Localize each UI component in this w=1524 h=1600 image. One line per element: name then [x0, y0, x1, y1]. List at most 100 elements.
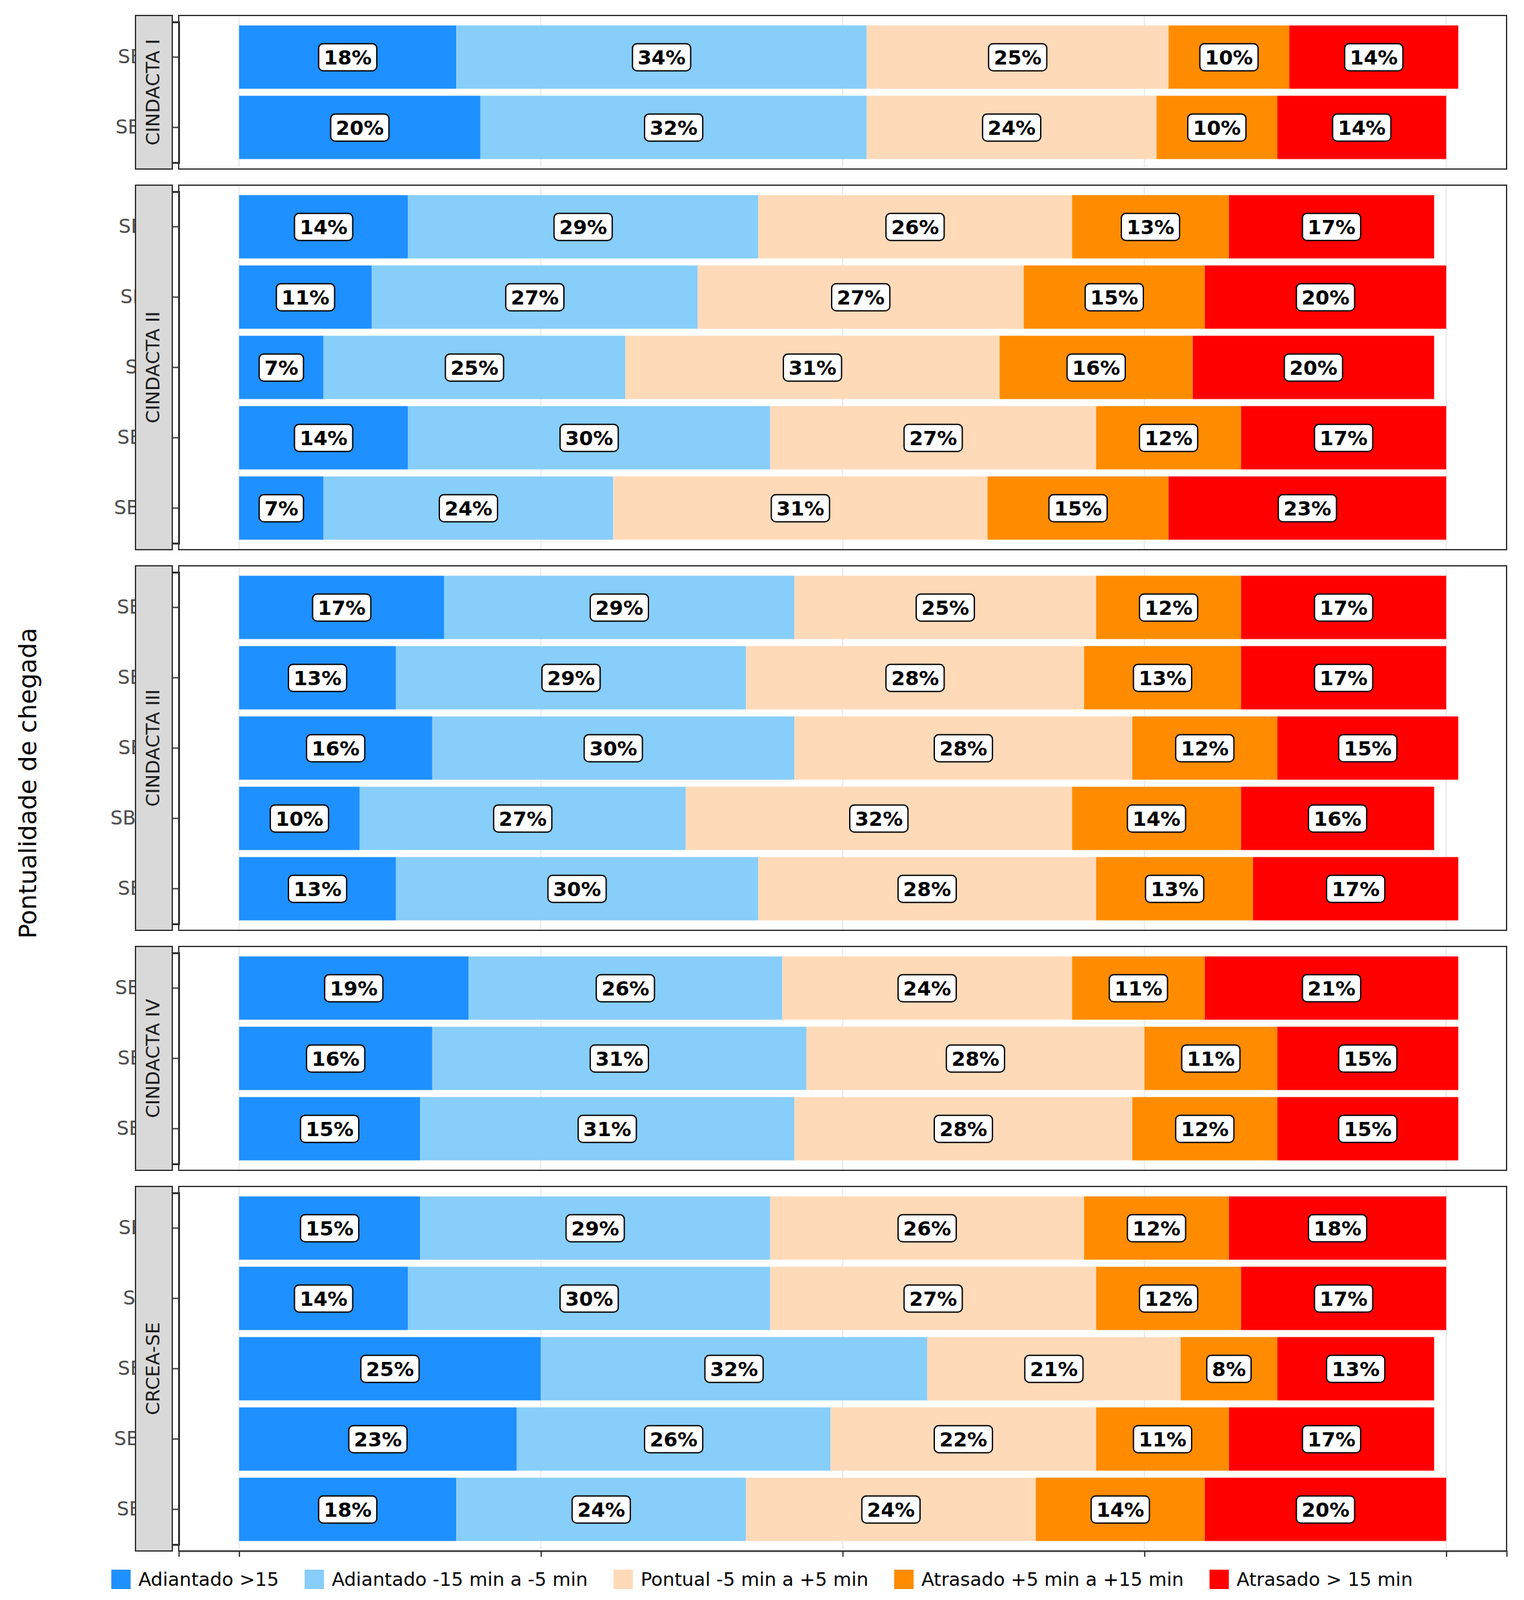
facet-label: CRCEA-SE [141, 1322, 164, 1416]
data-label-box [1296, 1496, 1355, 1524]
data-label-box [294, 1285, 353, 1313]
bar [999, 335, 1193, 399]
data-label-group: 12% [1175, 734, 1234, 762]
data-label-group: 16% [1308, 805, 1367, 833]
bar [239, 1196, 421, 1260]
chart: 18%34%25%10%14%20%32%24%10%14%SBCFSBBRCI… [0, 0, 1524, 1600]
x-tick-mark [1143, 1551, 1146, 1557]
data-label-box [898, 875, 957, 903]
bar [239, 1096, 421, 1161]
data-label: 17% [1319, 666, 1368, 690]
data-label-box [349, 1425, 408, 1454]
data-labels: 14%29%26%13%17%11%27%27%15%20%7%25%31%16… [259, 213, 1374, 522]
facet-strip [135, 946, 173, 1171]
data-label: 18% [1313, 1216, 1362, 1241]
data-label-box [1182, 1045, 1241, 1073]
data-label-group: 8% [1206, 1355, 1252, 1383]
data-label-box [590, 1045, 649, 1073]
bar [1240, 1266, 1446, 1330]
data-label: 15% [305, 1216, 354, 1241]
data-label-group: 31% [578, 1115, 637, 1143]
bar [770, 405, 1097, 470]
data-label-group: 12% [1139, 424, 1198, 452]
data-label-group: 7% [259, 494, 304, 522]
data-label: 12% [1180, 736, 1229, 761]
data-label: 30% [565, 1287, 613, 1311]
data-label-group: 24% [572, 1496, 631, 1524]
data-label: 17% [1319, 1287, 1368, 1311]
data-label-group: 30% [547, 875, 606, 903]
bar [239, 1336, 542, 1401]
data-label-group: 27% [505, 283, 564, 311]
bar [371, 265, 698, 329]
bar [480, 95, 868, 159]
data-label: 23% [1283, 496, 1332, 521]
legend-swatch [894, 1569, 914, 1590]
y-axis-line [172, 22, 180, 164]
data-label-group: 28% [946, 1045, 1005, 1073]
bar [613, 476, 988, 540]
bar [1083, 1196, 1230, 1260]
data-labels: 19%26%24%11%21%16%31%28%11%15%15%31%28%1… [300, 974, 1397, 1143]
data-label: 28% [951, 1047, 1000, 1071]
y-axis-title: Pontualidade de chegada [13, 627, 42, 939]
data-label-box [946, 1045, 1005, 1073]
data-label-group: 25% [445, 354, 504, 382]
data-label-group: 13% [1145, 875, 1204, 903]
bar [239, 1477, 457, 1541]
facet-label: CINDACTA I [141, 39, 164, 146]
bar [1253, 856, 1459, 921]
data-label-group: 29% [565, 1214, 624, 1243]
legend-label: Adiantado -15 min a -5 min [331, 1568, 588, 1591]
data-label-group: 11% [1133, 1425, 1192, 1454]
bar [239, 645, 397, 710]
data-label-box [1049, 494, 1108, 522]
data-label-box [1278, 494, 1337, 522]
data-label-group: 32% [644, 114, 703, 142]
data-label-box [554, 213, 613, 241]
data-labels: 15%29%26%12%18%14%30%27%12%17%25%32%21%8… [294, 1214, 1385, 1524]
data-label-group: 14% [1127, 805, 1186, 833]
bar [770, 1196, 1084, 1260]
data-label: 13% [1331, 1357, 1380, 1381]
bar [239, 1026, 433, 1090]
data-label-box [318, 43, 377, 71]
data-label: 8% [1211, 1357, 1246, 1381]
data-label-group: 28% [898, 875, 957, 903]
data-label-box [1302, 213, 1361, 241]
data-label-group: 31% [771, 494, 830, 522]
bar [794, 1096, 1133, 1161]
data-label: 20% [1289, 356, 1338, 380]
data-label-box [259, 494, 304, 522]
data-label-box [541, 664, 601, 692]
data-label-group: 12% [1139, 594, 1198, 622]
data-label-group: 15% [300, 1115, 359, 1143]
bar [1096, 856, 1254, 921]
bar [239, 575, 445, 639]
bar [866, 95, 1157, 159]
y-tick-mark [172, 226, 179, 228]
data-label-box [1314, 594, 1373, 622]
x-tick-mark [1445, 1551, 1448, 1557]
data-label: 20% [336, 116, 384, 140]
bar [1204, 956, 1459, 1020]
data-label-group: 23% [349, 1425, 408, 1454]
data-label: 13% [1150, 877, 1199, 901]
bar [927, 1336, 1181, 1401]
data-label-group: 11% [276, 283, 335, 311]
data-label: 16% [1313, 807, 1362, 831]
data-label-box [771, 494, 830, 522]
bar [239, 265, 373, 329]
data-label-box [324, 974, 383, 1003]
bar [758, 194, 1072, 259]
bar [468, 956, 783, 1020]
data-label: 22% [939, 1427, 988, 1452]
data-label-box [1296, 283, 1355, 311]
data-label-box [1314, 1285, 1373, 1313]
data-label-box [903, 1285, 963, 1313]
data-label-box [300, 1115, 359, 1143]
data-label: 31% [595, 1047, 644, 1071]
bar [1240, 645, 1446, 710]
data-label: 15% [305, 1117, 354, 1141]
data-label-group: 26% [898, 1214, 957, 1243]
